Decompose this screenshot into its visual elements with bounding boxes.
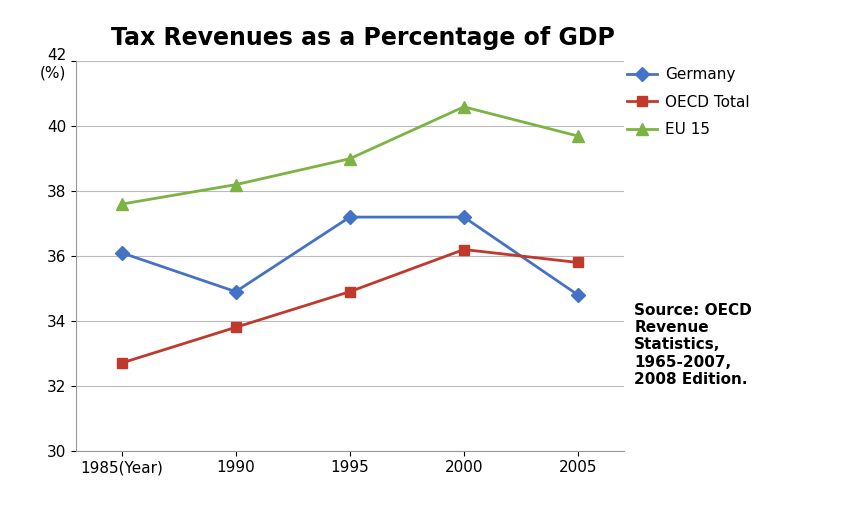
EU 15	[459, 104, 469, 110]
Text: Tax Revenues as a Percentage of GDP: Tax Revenues as a Percentage of GDP	[111, 26, 615, 50]
Line: Germany: Germany	[116, 212, 583, 300]
OECD Total	[573, 260, 583, 266]
EU 15	[573, 133, 583, 139]
OECD Total	[344, 289, 354, 295]
Text: Source: OECD
Revenue
Statistics,
1965-2007,
2008 Edition.: Source: OECD Revenue Statistics, 1965-20…	[634, 303, 752, 387]
EU 15	[344, 156, 354, 162]
OECD Total	[230, 324, 241, 330]
Germany	[459, 214, 469, 220]
Line: EU 15: EU 15	[116, 101, 583, 210]
OECD Total	[116, 360, 127, 366]
EU 15	[230, 182, 241, 188]
Germany	[116, 250, 127, 256]
Germany	[573, 292, 583, 298]
Germany	[344, 214, 354, 220]
Germany	[230, 289, 241, 295]
Legend: Germany, OECD Total, EU 15: Germany, OECD Total, EU 15	[620, 61, 755, 143]
EU 15	[116, 201, 127, 207]
Line: OECD Total: OECD Total	[116, 245, 583, 368]
OECD Total	[459, 246, 469, 252]
